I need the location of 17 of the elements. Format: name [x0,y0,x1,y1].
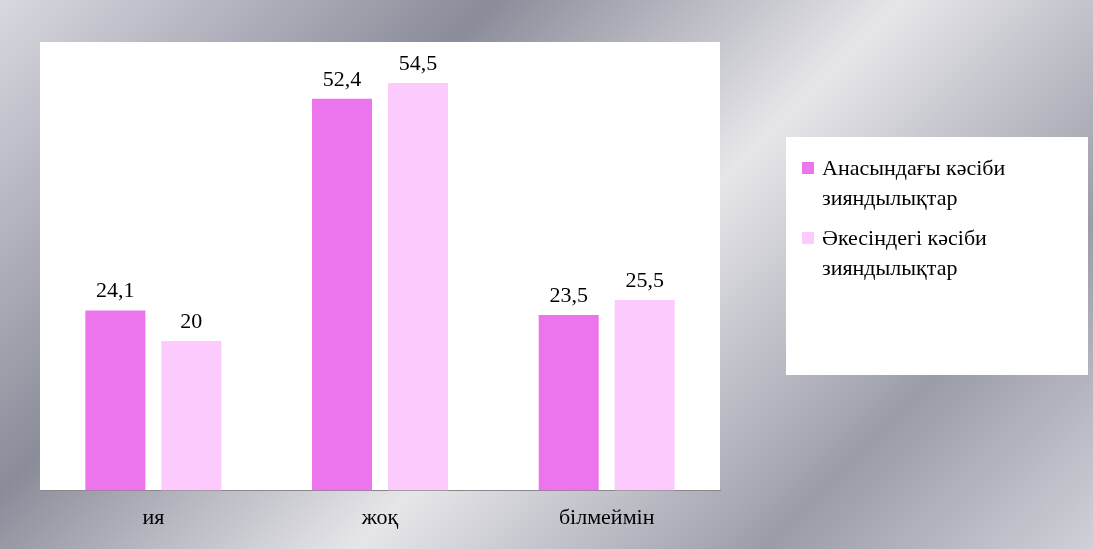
legend-label: Әкесіндегі кәсіби зияндылықтар [822,224,988,282]
x-tick-label: білмеймін [558,503,655,529]
bar [614,299,675,491]
data-label: 24,1 [96,277,135,303]
data-label: 54,5 [398,49,438,75]
bar [538,314,599,491]
x-tick-label: жоқ [360,503,399,529]
bar [85,310,146,491]
legend-label: Анасындағы кәсіби зияндылықтар [822,154,1007,212]
x-tick-label: ия [142,503,165,529]
bar [387,83,448,491]
data-label: 20 [180,307,203,333]
data-label: 52,4 [322,65,362,91]
bar [161,341,222,491]
bar [312,98,373,491]
data-label: 23,5 [549,281,588,307]
data-label: 25,5 [625,266,664,292]
